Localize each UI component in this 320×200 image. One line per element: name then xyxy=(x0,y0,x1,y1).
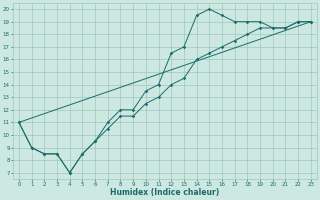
X-axis label: Humidex (Indice chaleur): Humidex (Indice chaleur) xyxy=(110,188,220,197)
